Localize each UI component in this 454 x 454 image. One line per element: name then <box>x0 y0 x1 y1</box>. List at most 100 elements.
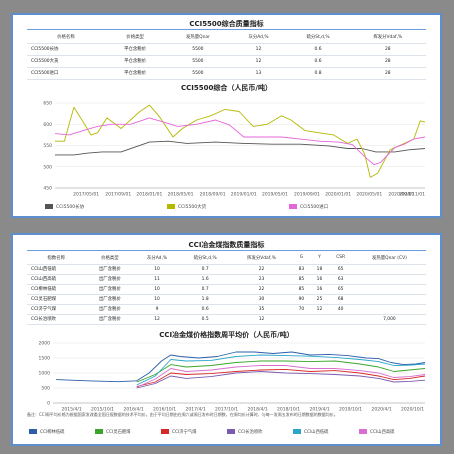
x-tick-label: 2020/01/01 <box>325 192 351 198</box>
table-row: CCI长治喷吹 出厂含税价 12 0.5 12 7,000 <box>27 314 426 325</box>
x-tick-label: 2018/09/01 <box>200 192 226 198</box>
x-tick-label: 2017/4/1 <box>185 407 205 413</box>
panel-coking-coal: CCI冶金煤指数质量指标 指数名称 价格类型 灰分Ad,% 硫分St,d,% 挥发分Vd… <box>11 233 442 446</box>
table-cell: 0.5 <box>179 314 231 325</box>
table-cell: 1.6 <box>179 274 231 285</box>
table-header-cell: 硫分St,d,% <box>286 31 350 44</box>
chart-cci5500: 450 500 550 600 650 2017/05/01 2017/09/01 2018/… <box>43 101 426 211</box>
table-cell <box>292 314 311 325</box>
table-header-cell: Y <box>310 252 329 265</box>
series-line-3 <box>136 368 426 387</box>
table-cell: CCI灵石肥煤 <box>27 294 86 305</box>
table-row: CCI灵石肥煤 出厂含税价 10 1.8 30 90 25 68 <box>27 294 426 305</box>
table-cell: CCI柳林低硫 <box>27 284 86 295</box>
table-cell: CCI5500大货 <box>27 55 105 68</box>
x-tick-label: 2018/01/01 <box>136 192 162 198</box>
table-row: CCI山西高硫 出厂含税价 11 1.6 23 85 16 63 <box>27 274 426 285</box>
x-tick-label: 2020/11/01 <box>399 192 425 198</box>
table-cell: 35 <box>230 304 293 315</box>
table-cell: 65 <box>328 284 353 295</box>
legend-swatch <box>167 204 175 209</box>
table-cell: 10 <box>134 294 180 305</box>
x-tick-label: 2017/10/1 <box>215 407 238 413</box>
table-cell: CCI5500进口 <box>27 67 105 80</box>
table-header-cell: 发热量Qnar (CV) <box>352 252 426 265</box>
table-cell: 85 <box>292 284 311 295</box>
table-header-cell: 发热量Qnar <box>165 31 231 44</box>
x-tick-label: 2017/05/01 <box>73 192 99 198</box>
table-cell <box>310 314 329 325</box>
y-tick-label: 1000 <box>39 371 51 377</box>
legend-label: CCI5500进口 <box>300 203 328 210</box>
x-tick-label: 2018/4/1 <box>247 407 267 413</box>
table-cell: 7,000 <box>352 314 426 325</box>
table-cell: 22 <box>230 284 293 295</box>
table-cell: 83 <box>292 264 311 275</box>
legend-swatch <box>227 429 235 434</box>
legend-label: CCI山西低硫 <box>304 428 329 435</box>
table-cell: 平仓含税价 <box>104 55 166 68</box>
table-cell: 22 <box>230 264 293 275</box>
table-row: CCI柳林低硫 出厂含税价 10 0.7 22 85 16 65 <box>27 284 426 295</box>
table-header-cell: 指数名称 <box>27 252 86 265</box>
table-cell: 40 <box>328 304 353 315</box>
table-cell: 11 <box>134 274 180 285</box>
table-cell: 0.6 <box>286 55 350 68</box>
x-tick-label: 2018/05/01 <box>168 192 194 198</box>
table-header-cell: 挥发分Vdaf,% <box>230 252 293 265</box>
legend-label: CCI5500长协 <box>56 203 85 210</box>
legend-label: CCI灵石肥煤 <box>106 428 131 435</box>
table-cell: 30 <box>230 294 293 305</box>
y-tick-label: 2000 <box>39 341 51 347</box>
table-cell: 5500 <box>165 43 231 56</box>
series-line-1 <box>56 351 426 383</box>
table-row: CCI5500进口 平仓含税价 5500 13 0.8 28 <box>27 67 426 80</box>
y-tick-label: 450 <box>43 186 52 192</box>
table-cell: CCI济宁气煤 <box>27 304 86 315</box>
table-header-cell: 价格名称 <box>27 31 105 44</box>
table-header-cell: 挥发分Vdaf,% <box>349 31 426 44</box>
y-tick-label: 650 <box>43 101 52 107</box>
table-cell: 90 <box>292 294 311 305</box>
table-cell: 平仓含税价 <box>104 67 166 80</box>
chart-title-cci5500: CCI5500综合（人民币/吨） <box>181 84 272 92</box>
table-cell: 10 <box>134 264 180 275</box>
x-tick-label: 2020/10/1 <box>401 407 424 413</box>
table-cell: 12 <box>230 55 287 68</box>
table-cell: 12 <box>134 314 180 325</box>
table-cell: 平仓含税价 <box>104 43 166 56</box>
series-line-6 <box>136 365 426 388</box>
x-tick-label: 2019/4/1 <box>309 407 329 413</box>
table-header-cell: 灰分Ad,% <box>230 31 287 44</box>
table-cell <box>352 274 426 285</box>
table-cell: 9 <box>134 304 180 315</box>
table-cell: 28 <box>349 55 426 68</box>
table-header-cell: 价格类型 <box>85 252 135 265</box>
series-line-3 <box>54 117 426 166</box>
table-row: CCI济宁气煤 出厂含税价 9 0.6 35 70 12 40 <box>27 304 426 315</box>
legend-label: CCI柳林低硫 <box>40 428 65 435</box>
table-title-cci5500: CCI5500综合质量指标 <box>189 20 264 28</box>
table-cell <box>352 294 426 305</box>
x-tick-label: 2016/10/1 <box>153 407 176 413</box>
x-tick-label: 2020/09/01 <box>388 192 414 198</box>
x-tick-label: 2020/05/01 <box>356 192 382 198</box>
table-cell: CCI山西高硫 <box>27 274 86 285</box>
table-cell: 0.8 <box>286 67 350 80</box>
x-tick-label: 2016/4/1 <box>123 407 143 413</box>
table-cell: 23 <box>230 274 293 285</box>
y-tick-label: 600 <box>43 122 52 128</box>
table-header-cell: 价格类型 <box>104 31 166 44</box>
table-cell: 63 <box>328 274 353 285</box>
table-cell: 16 <box>310 284 329 295</box>
y-tick-label: 550 <box>43 143 52 149</box>
legend-swatch <box>161 429 169 434</box>
chart-coking-coal: 0 500 1000 1500 2000 2015/4/1 2015/10/1 2016/4/… <box>39 341 426 413</box>
quality-table-coking-coal: 指数名称 价格类型 灰分Ad,% 硫分St,d,% 挥发分Vdaf,% G Y CSR 发热量Q… <box>27 252 426 325</box>
y-tick-label: 0 <box>47 401 50 407</box>
x-tick-label: 2019/01/01 <box>231 192 257 198</box>
table-cell: CCI长治喷吹 <box>27 314 86 325</box>
table-cell: 0.6 <box>179 304 231 315</box>
panel-cci5500: CCI5500综合质量指标 价格名称 价格类型 发热量Qnar 灰分Ad,% 硫分St,… <box>11 13 442 218</box>
table-cell: 出厂含税价 <box>85 304 135 315</box>
